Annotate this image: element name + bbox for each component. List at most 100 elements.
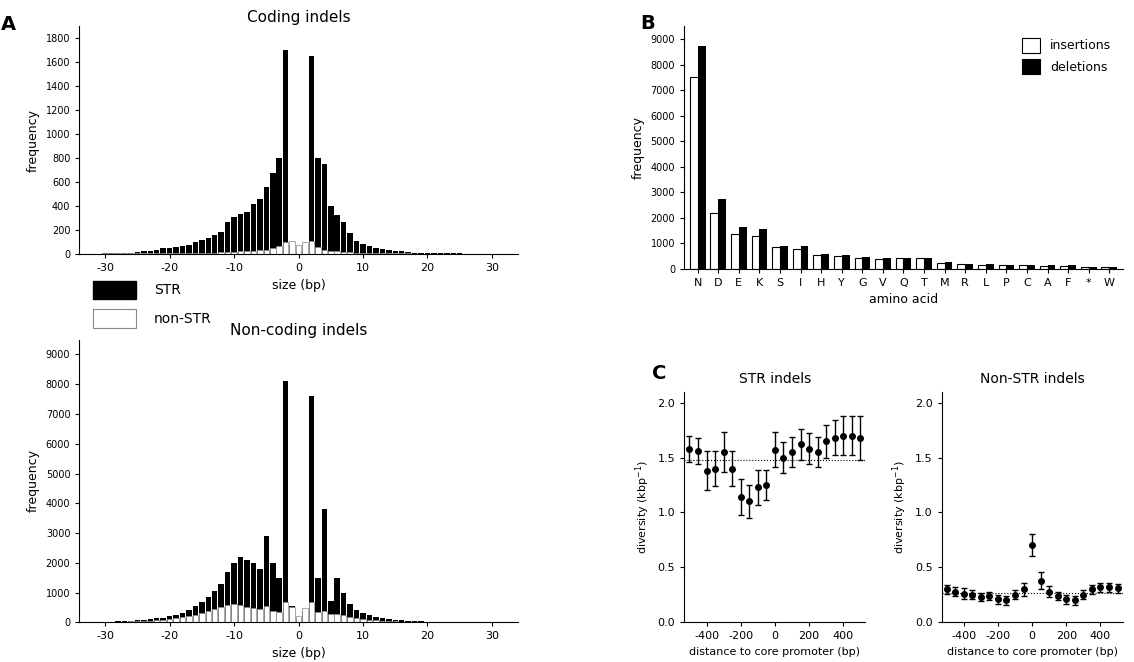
Bar bbox=[238, 557, 244, 622]
Bar bbox=[296, 252, 302, 254]
Bar bbox=[193, 614, 198, 622]
Bar bbox=[174, 614, 179, 622]
Bar bbox=[296, 616, 302, 622]
Bar bbox=[160, 620, 166, 622]
Bar bbox=[296, 245, 302, 254]
Bar bbox=[821, 254, 829, 269]
Y-axis label: frequency: frequency bbox=[27, 449, 40, 512]
Bar bbox=[303, 611, 307, 622]
Bar bbox=[322, 509, 327, 622]
Bar bbox=[186, 610, 192, 622]
Bar bbox=[167, 619, 172, 622]
Bar bbox=[180, 253, 185, 254]
Bar bbox=[160, 618, 166, 622]
Bar bbox=[193, 253, 198, 254]
Bar bbox=[328, 251, 333, 254]
Bar bbox=[225, 222, 230, 254]
Bar bbox=[1109, 267, 1117, 269]
Bar bbox=[238, 214, 244, 254]
Bar bbox=[257, 199, 263, 254]
Bar bbox=[945, 262, 953, 269]
Bar bbox=[212, 235, 218, 254]
Bar bbox=[985, 264, 993, 269]
Bar bbox=[160, 248, 166, 254]
Bar bbox=[322, 250, 327, 254]
Bar bbox=[244, 213, 249, 254]
Bar bbox=[308, 396, 314, 622]
Bar bbox=[793, 249, 801, 269]
Y-axis label: diversity (kbp$^{-1}$): diversity (kbp$^{-1}$) bbox=[634, 460, 652, 554]
Bar bbox=[289, 245, 295, 254]
Bar bbox=[322, 611, 327, 622]
Bar bbox=[361, 614, 366, 622]
Bar bbox=[801, 246, 809, 269]
Bar bbox=[739, 227, 746, 269]
Bar bbox=[141, 252, 146, 254]
Bar bbox=[244, 251, 249, 254]
X-axis label: size (bp): size (bp) bbox=[272, 279, 325, 292]
Bar bbox=[289, 608, 295, 622]
Bar bbox=[121, 621, 127, 622]
X-axis label: distance to core promoter (bp): distance to core promoter (bp) bbox=[947, 647, 1118, 657]
Bar bbox=[689, 77, 697, 269]
Bar bbox=[174, 618, 179, 622]
Bar bbox=[257, 569, 263, 622]
Bar bbox=[219, 584, 223, 622]
Bar bbox=[225, 605, 230, 622]
Bar bbox=[231, 252, 237, 254]
Bar bbox=[361, 244, 366, 254]
Bar bbox=[1006, 265, 1014, 269]
X-axis label: amino acid: amino acid bbox=[869, 293, 938, 307]
Bar bbox=[277, 246, 282, 254]
Bar bbox=[186, 253, 192, 254]
Bar bbox=[386, 620, 391, 622]
Bar bbox=[282, 242, 288, 254]
Bar bbox=[289, 606, 295, 622]
Bar bbox=[135, 252, 141, 254]
Bar bbox=[93, 309, 136, 328]
Bar bbox=[186, 616, 192, 622]
Bar bbox=[180, 617, 185, 622]
Bar bbox=[855, 258, 862, 269]
Bar bbox=[813, 256, 821, 269]
Bar bbox=[147, 621, 153, 622]
Bar bbox=[386, 621, 391, 622]
Bar bbox=[154, 250, 160, 254]
Bar bbox=[380, 621, 386, 622]
Bar bbox=[186, 245, 192, 254]
Bar bbox=[335, 215, 340, 254]
Bar bbox=[347, 604, 353, 622]
Title: Non-STR indels: Non-STR indels bbox=[980, 372, 1084, 387]
Bar bbox=[238, 252, 244, 254]
Bar bbox=[1068, 265, 1076, 269]
Bar bbox=[772, 247, 780, 269]
Bar bbox=[354, 610, 359, 622]
Bar bbox=[263, 250, 269, 254]
Bar bbox=[225, 572, 230, 622]
Bar bbox=[219, 232, 223, 254]
Bar bbox=[752, 236, 760, 269]
Bar bbox=[270, 248, 276, 254]
Bar bbox=[270, 611, 276, 622]
Bar bbox=[347, 252, 353, 254]
Text: A: A bbox=[0, 15, 16, 34]
Bar bbox=[341, 592, 346, 622]
Bar bbox=[303, 250, 307, 254]
Bar bbox=[205, 597, 211, 622]
Bar bbox=[399, 620, 405, 622]
Bar bbox=[399, 252, 405, 254]
Bar bbox=[231, 604, 237, 622]
Bar bbox=[718, 199, 726, 269]
Bar bbox=[1027, 265, 1035, 269]
Bar bbox=[361, 253, 366, 254]
Bar bbox=[710, 213, 718, 269]
Title: STR indels: STR indels bbox=[738, 372, 811, 387]
Bar bbox=[373, 620, 379, 622]
Bar bbox=[277, 578, 282, 622]
Bar bbox=[328, 614, 333, 622]
Bar bbox=[225, 252, 230, 254]
Bar bbox=[244, 560, 249, 622]
Bar bbox=[924, 258, 932, 269]
Bar bbox=[251, 204, 256, 254]
Bar bbox=[1060, 266, 1068, 269]
